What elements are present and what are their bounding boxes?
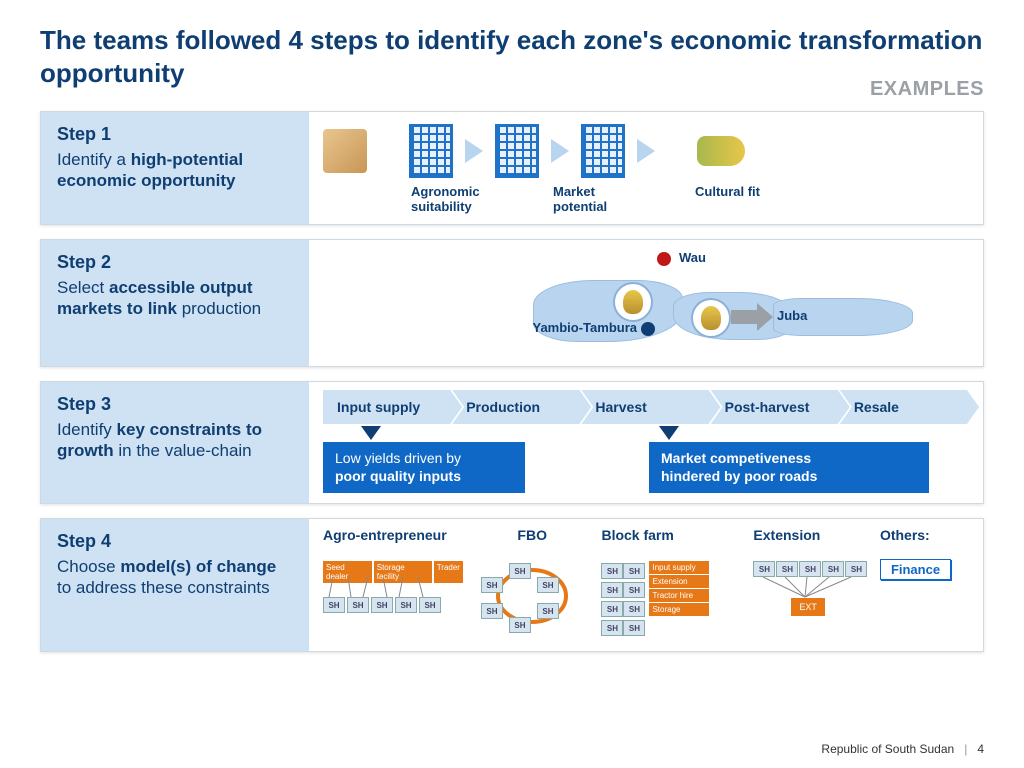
- filter-label: Market potential: [553, 184, 637, 214]
- fbo-diagram: SH SH SH SH SH SH: [475, 561, 590, 621]
- page-title: The teams followed 4 steps to identify e…: [40, 24, 984, 89]
- step3-desc: Identify key constraints to growth in th…: [57, 419, 293, 462]
- value-chain: Input supply Production Harvest Post-har…: [323, 390, 969, 424]
- chain-stage: Input supply: [323, 390, 462, 424]
- model-heading: Others:: [880, 527, 969, 561]
- step-4: Step 4 Choose model(s) of change to addr…: [40, 518, 984, 652]
- model-heading: Agro-entrepreneur: [323, 527, 463, 561]
- step4-label: Step 4: [57, 531, 293, 552]
- yambio-dot: [641, 322, 655, 336]
- step1-flow: [323, 120, 969, 178]
- step1-label: Step 1: [57, 124, 293, 145]
- examples-tag: EXAMPLES: [870, 78, 984, 101]
- chain-stage: Resale: [840, 390, 979, 424]
- arrow-icon: [637, 139, 655, 163]
- down-arrow-icon: [361, 426, 381, 440]
- map-graphic: Wau Yambio-Tambura Juba: [323, 248, 969, 356]
- footer: Republic of South Sudan | 4: [821, 742, 984, 756]
- filter-icon: [409, 124, 453, 178]
- model-heading: Block farm: [601, 527, 741, 561]
- constraint-box: Market competivenesshindered by poor roa…: [649, 442, 929, 493]
- step2-desc: Select accessible output markets to link…: [57, 277, 293, 320]
- yambio-label: Yambio-Tambura: [519, 320, 637, 335]
- juba-label: Juba: [777, 308, 807, 323]
- down-arrow-icon: [659, 426, 679, 440]
- crop-icon: [697, 136, 745, 166]
- step2-label: Step 2: [57, 252, 293, 273]
- step1-desc: Identify a high-potential economic oppor…: [57, 149, 293, 192]
- model-heading: FBO: [475, 527, 590, 561]
- page-number: 4: [977, 742, 984, 756]
- others-diagram: Finance: [880, 561, 969, 621]
- step4-desc: Choose model(s) of change to address the…: [57, 556, 293, 599]
- chain-stage: Post-harvest: [711, 390, 850, 424]
- finance-tag: Finance: [880, 559, 951, 580]
- chain-stage: Production: [452, 390, 591, 424]
- filter-label: Agronomic suitability: [411, 184, 495, 214]
- blockfarm-diagram: SHSH SHSH SHSH SHSH Input supply Extensi…: [601, 561, 741, 621]
- chain-stage: Harvest: [581, 390, 720, 424]
- filter-icon: [581, 124, 625, 178]
- step-3: Step 3 Identify key constraints to growt…: [40, 381, 984, 504]
- filter-icon: [495, 124, 539, 178]
- constraint-box: Low yields driven bypoor quality inputs: [323, 442, 525, 493]
- arrow-icon: [465, 139, 483, 163]
- wau-dot: [657, 252, 671, 266]
- extension-diagram: SHSHSHSHSH EXT: [753, 561, 868, 621]
- step3-label: Step 3: [57, 394, 293, 415]
- model-heading: Extension: [753, 527, 868, 561]
- wau-label: Wau: [679, 250, 706, 265]
- footer-org: Republic of South Sudan: [821, 742, 954, 756]
- arrow-icon: [551, 139, 569, 163]
- step-2: Step 2 Select accessible output markets …: [40, 239, 984, 367]
- agro-diagram: Seed dealer Storage facility Trader SHSH…: [323, 561, 463, 621]
- seed-icon: [323, 129, 367, 173]
- step-1: Step 1 Identify a high-potential economi…: [40, 111, 984, 225]
- filter-label: Cultural fit: [695, 184, 779, 214]
